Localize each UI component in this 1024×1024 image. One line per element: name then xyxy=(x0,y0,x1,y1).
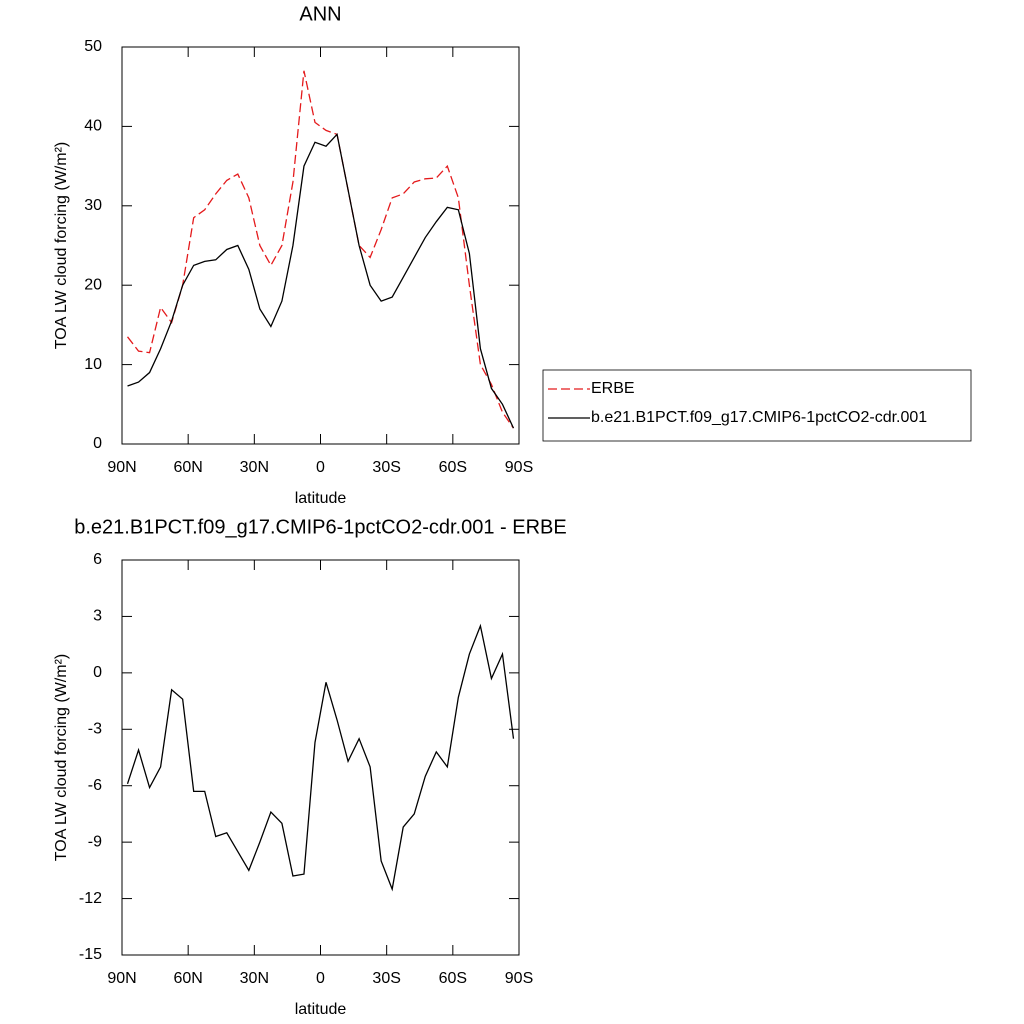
x-axis-label: latitude xyxy=(295,490,347,507)
y-tick-label: -9 xyxy=(88,833,102,850)
legend-box xyxy=(542,369,972,442)
y-axis-label: TOA LW cloud forcing (W/m²) xyxy=(53,654,70,861)
y-tick-label: 0 xyxy=(93,664,102,681)
legend-label: b.e21.B1PCT.f09_g17.CMIP6-1pctCO2-cdr.00… xyxy=(591,409,927,426)
series-line xyxy=(126,623,515,892)
legend-label: ERBE xyxy=(591,380,635,397)
y-tick-label: 3 xyxy=(93,608,102,625)
y-tick-label: -12 xyxy=(79,890,102,907)
x-tick-label: 60S xyxy=(439,459,467,476)
chart-title: b.e21.B1PCT.f09_g17.CMIP6-1pctCO2-cdr.00… xyxy=(74,516,566,538)
series-line xyxy=(127,132,515,429)
y-tick-label: 30 xyxy=(84,197,102,214)
x-axis-label: latitude xyxy=(295,1001,347,1018)
x-tick-label: 30N xyxy=(240,459,269,476)
x-tick-label: 90S xyxy=(505,459,533,476)
x-tick-label: 90N xyxy=(107,970,136,987)
x-tick-label: 30S xyxy=(372,459,400,476)
x-tick-label: 60N xyxy=(173,459,202,476)
y-tick-label: 20 xyxy=(84,276,102,293)
y-tick-label: -6 xyxy=(88,777,102,794)
x-tick-label: 30N xyxy=(240,970,269,987)
chart-title: ANN xyxy=(299,3,341,25)
x-tick-label: 90N xyxy=(107,459,136,476)
series-line xyxy=(126,70,515,429)
y-axis-label: TOA LW cloud forcing (W/m²) xyxy=(53,142,70,349)
x-tick-label: 0 xyxy=(316,459,325,476)
y-tick-label: 6 xyxy=(93,551,102,568)
y-tick-label: 10 xyxy=(84,356,102,373)
x-tick-label: 60S xyxy=(439,970,467,987)
y-tick-label: 0 xyxy=(93,435,102,452)
y-tick-label: -3 xyxy=(88,721,102,738)
x-tick-label: 60N xyxy=(173,970,202,987)
x-tick-label: 30S xyxy=(372,970,400,987)
plot-frame xyxy=(121,46,520,445)
y-tick-label: 40 xyxy=(84,118,102,135)
plot-frame xyxy=(121,559,520,956)
x-tick-label: 0 xyxy=(316,970,325,987)
x-tick-label: 90S xyxy=(505,970,533,987)
y-tick-label: 50 xyxy=(84,38,102,55)
y-tick-label: -15 xyxy=(79,946,102,963)
